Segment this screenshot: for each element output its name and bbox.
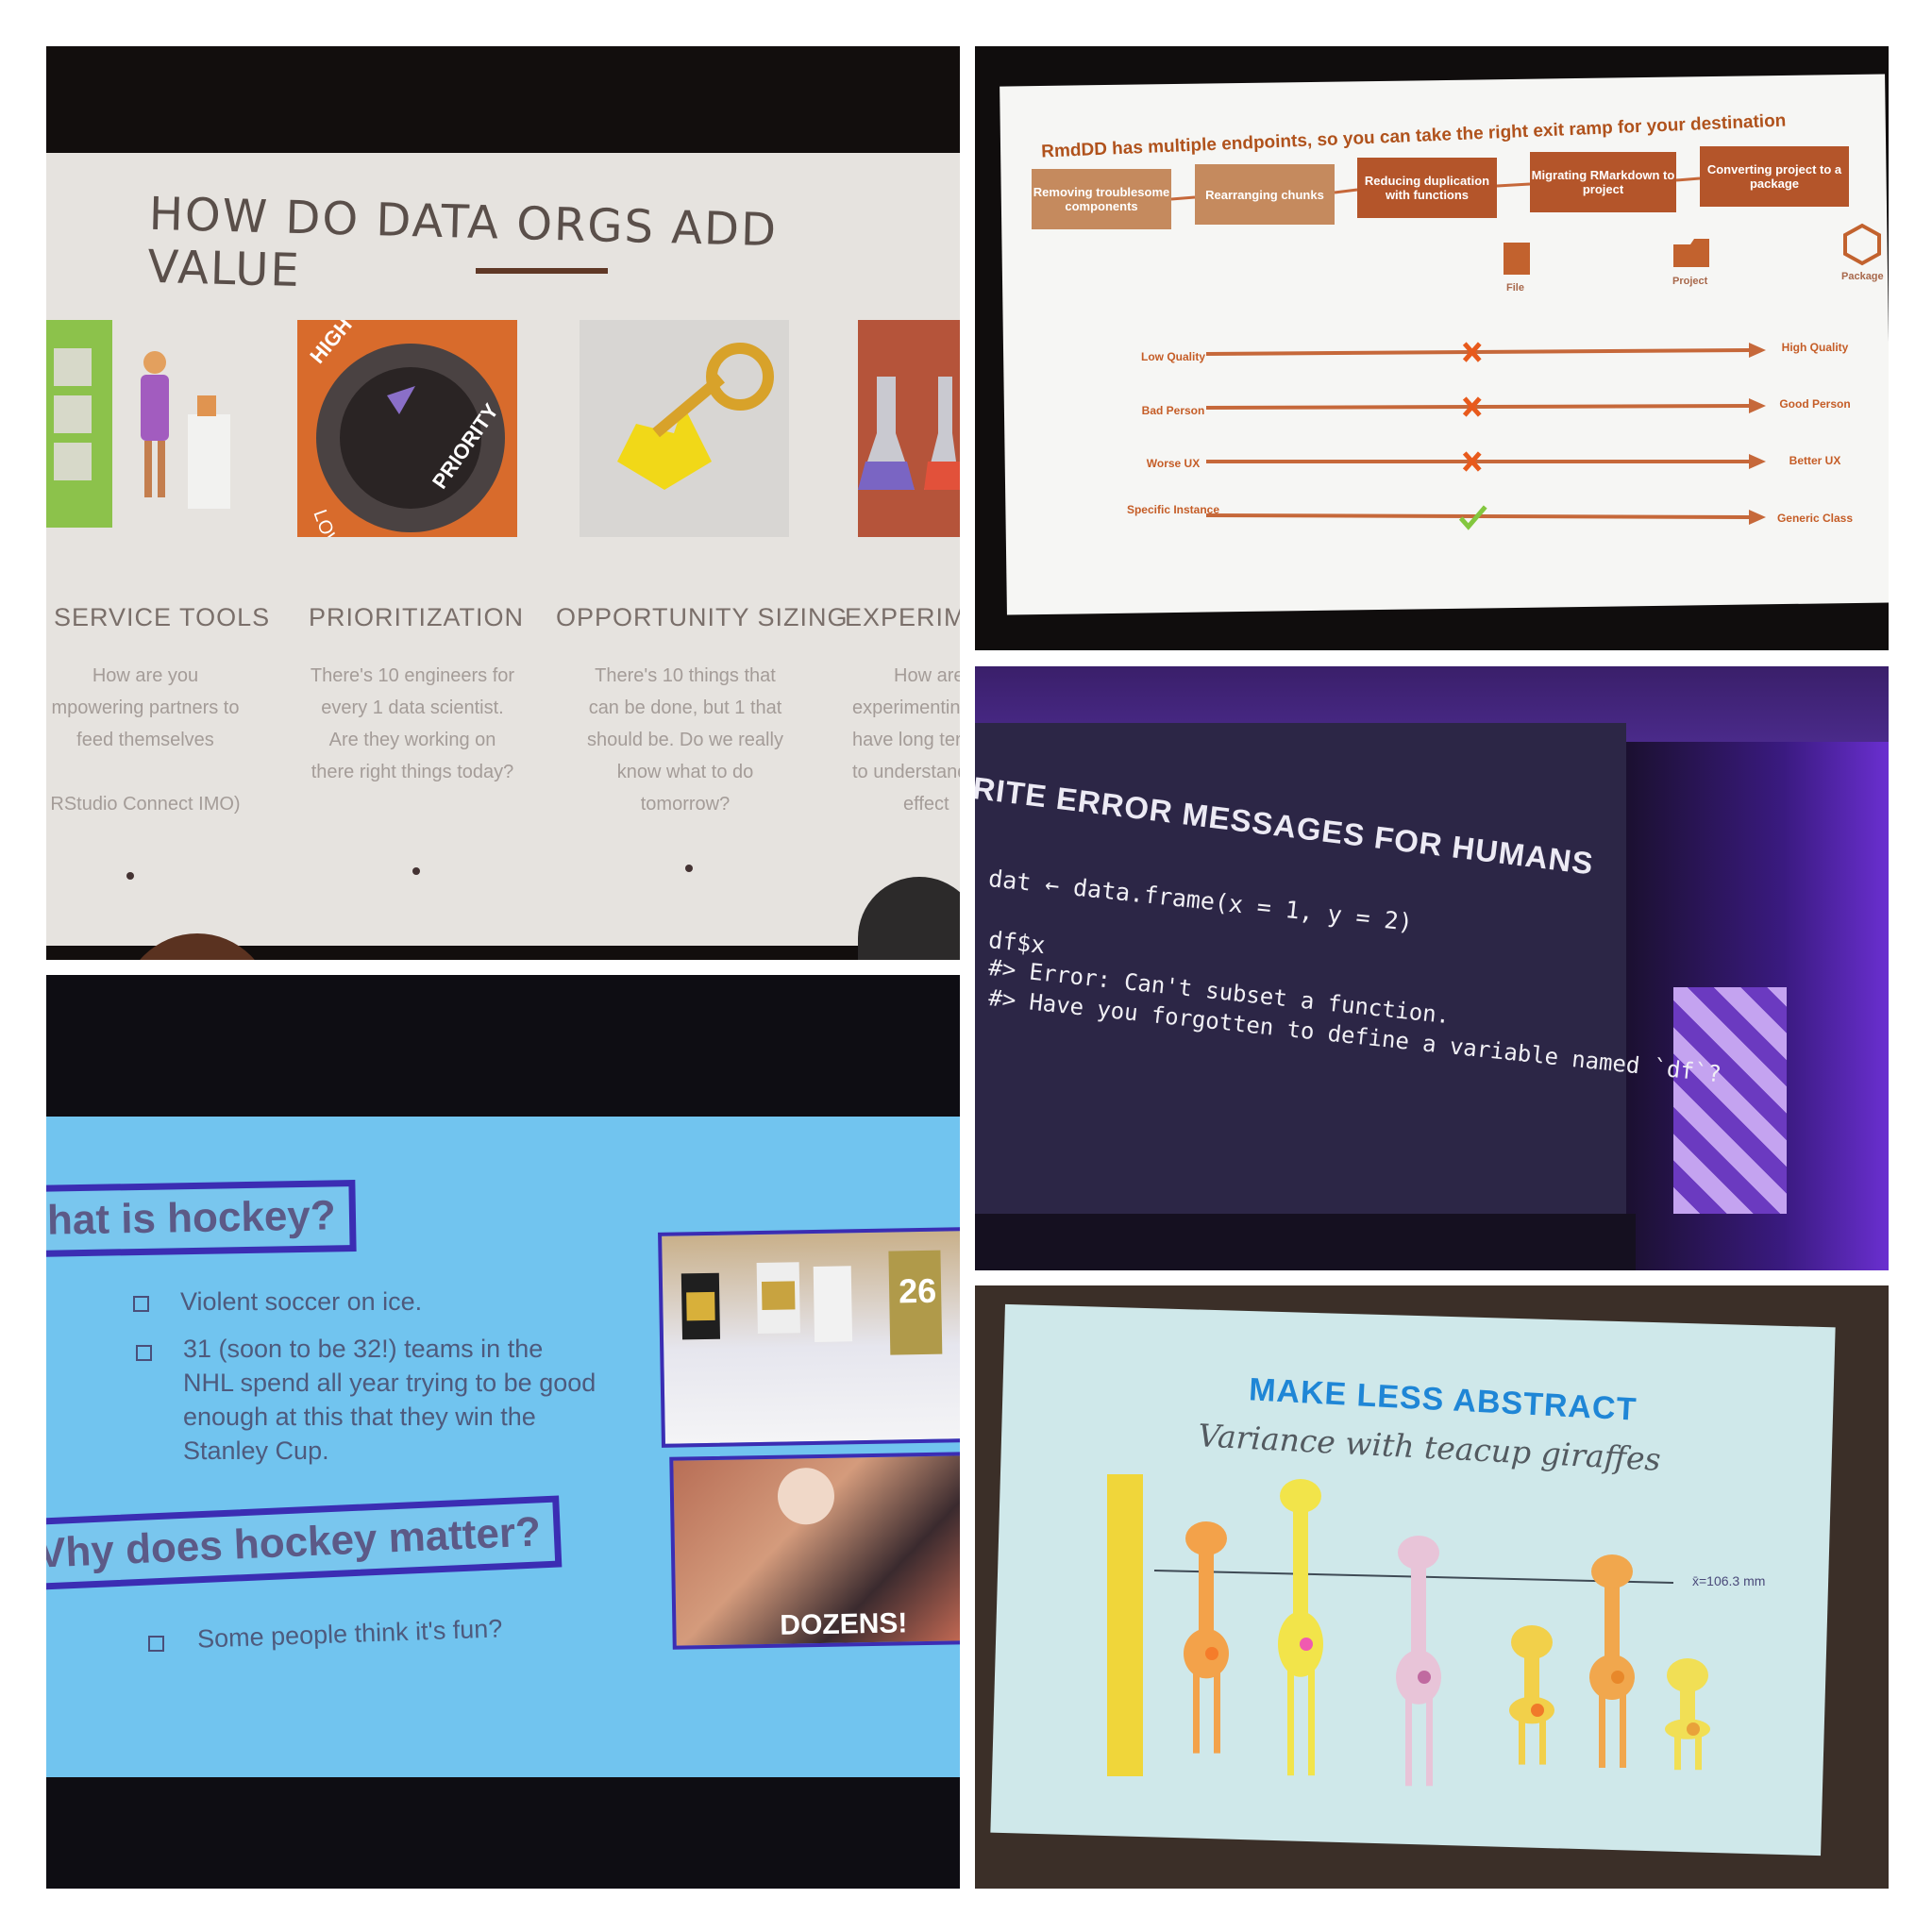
scale-right-label: Good Person: [1779, 397, 1851, 411]
scale-arrow: [1205, 404, 1750, 410]
flow-arrow: [1675, 176, 1701, 182]
jersey-number: 26: [899, 1271, 937, 1311]
photo-rmddd-slide: RmdDD has multiple endpoints, so you can…: [975, 46, 1889, 650]
giraffe: [1589, 1554, 1635, 1768]
giraffe: [1665, 1658, 1710, 1771]
scale-left-label: Bad Person: [1141, 404, 1205, 417]
bullet-text: 31 (soon to be 32!) teams in the NHL spe…: [183, 1335, 596, 1465]
column-title-service-tools: SERVICE TOOLS: [54, 603, 271, 631]
column-desc-service-tools: How are you mpowering partners to feed the…: [50, 665, 241, 815]
cross-mark: [1462, 396, 1482, 417]
giraffe: [1509, 1625, 1554, 1765]
flow-arrow: [1170, 195, 1196, 201]
column-title-opportunity-sizing: OPPORTUNITY SIZING: [556, 603, 848, 631]
photo-data-orgs-slide: HOW DO DATA ORGS ADD VALUE HIGH PRIORITY…: [46, 46, 960, 960]
question-heading: hat is hockey?: [46, 1179, 357, 1258]
arrow-head: [1749, 454, 1766, 469]
flow-arrow: [1334, 188, 1358, 194]
fan-head: [777, 1467, 835, 1525]
cross-mark: [1462, 451, 1482, 472]
scale-right-label: Generic Class: [1776, 512, 1854, 525]
hockey-players: 26: [680, 1250, 943, 1355]
title-underline: [476, 268, 608, 274]
scale-left-label: Specific Instance: [1126, 503, 1220, 516]
bullet-box: [133, 1296, 149, 1312]
column-desc-experimentation: How are experimentin have long ter to under…: [852, 665, 960, 815]
endpoint-file-label: File: [1506, 282, 1524, 294]
scale-right-label: Better UX: [1789, 454, 1841, 467]
flow-arrow: [1496, 182, 1531, 188]
stage-backdrop-pattern: [1673, 987, 1787, 1214]
scale-arrow: [1205, 348, 1750, 356]
endpoint-project-label: Project: [1672, 276, 1708, 287]
arrow-head: [1749, 398, 1766, 413]
step-box: Removing troublesome components: [1032, 169, 1171, 229]
arrow-head: [1749, 510, 1766, 525]
ruler: [1107, 1474, 1143, 1776]
arrow-head: [1749, 343, 1766, 358]
step-box: Migrating RMarkdown to project: [1530, 152, 1676, 212]
bullet-text: Violent soccer on ice.: [180, 1287, 423, 1316]
stage-floor: [975, 1214, 1636, 1270]
column-desc-prioritization: There's 10 engineers for every 1 data sci…: [310, 665, 515, 782]
slide-screen: [975, 723, 1626, 1252]
step-box: Reducing duplication with functions: [1357, 158, 1497, 218]
priority-dial-illustration: HIGH PRIORITY LOW: [297, 320, 517, 537]
self-service-illustration: [46, 320, 230, 528]
fan-photo: DOZENS!: [669, 1452, 960, 1650]
column-title-experimentation: EXPERIME: [845, 603, 960, 631]
check-mark: [1458, 505, 1487, 530]
beakers-illustration: [858, 320, 960, 537]
giraffe: [1184, 1521, 1229, 1754]
giraffe: [1396, 1536, 1441, 1787]
giraffe-illustration: x̄=106.3 mm: [1107, 1474, 1765, 1787]
page-dot: [126, 872, 134, 880]
projector-screen: [46, 153, 960, 946]
photo-teacup-giraffes-slide: MAKE LESS ABSTRACT Variance with teacup …: [975, 1285, 1889, 1889]
puzzle-key-illustration: [580, 320, 789, 537]
mean-label: x̄=106.3 mm: [1692, 1573, 1765, 1588]
column-title-prioritization: PRIORITIZATION: [309, 603, 524, 631]
scale-right-label: High Quality: [1781, 341, 1849, 354]
page-dot: [412, 867, 420, 875]
scale-left-label: Low Quality: [1140, 350, 1205, 363]
photo-caption: DOZENS!: [780, 1607, 908, 1641]
endpoint-package-label: Package: [1841, 271, 1884, 282]
photo-hockey-slide: hat is hockey? Violent soccer on ice. 31…: [46, 975, 960, 1889]
rmddd-diagram: [1170, 176, 1881, 530]
photo-error-messages-slide: RITE ERROR MESSAGES FOR HUMANS dat ← dat…: [975, 666, 1889, 1270]
slide-title: HOW DO DATA ORGS ADD VALUE: [146, 187, 779, 298]
hockey-game-photo: 26: [658, 1227, 960, 1448]
column-desc-opportunity-sizing: There's 10 things that can be done, but 1…: [587, 665, 783, 815]
giraffe: [1278, 1479, 1323, 1776]
bullet-box: [148, 1636, 164, 1652]
bullet-box: [136, 1345, 152, 1361]
step-box: Converting project to a package: [1700, 146, 1849, 207]
scale-left-label: Worse UX: [1146, 457, 1201, 470]
page-dot: [685, 865, 693, 872]
cross-mark: [1462, 342, 1482, 362]
step-box: Rearranging chunks: [1195, 164, 1335, 225]
